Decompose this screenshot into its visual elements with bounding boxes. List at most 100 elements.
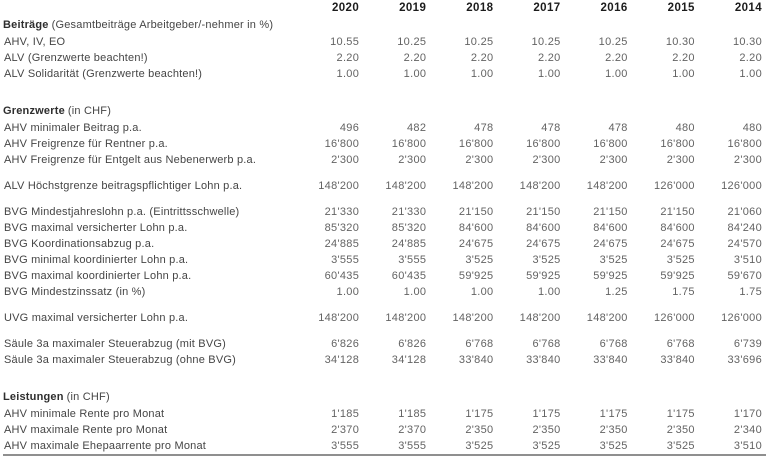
row-label: AHV Freigrenze für Entgelt aus Nebenerwe…: [4, 154, 257, 166]
row-label: BVG maximal versicherter Lohn p.a.: [4, 222, 188, 234]
cell-value: 480: [675, 122, 695, 134]
cell-value: 6'768: [666, 338, 695, 350]
cell-value: 1'185: [331, 408, 360, 420]
cell-value: 59'925: [458, 270, 494, 282]
section-spacer: [3, 368, 766, 389]
table-row: AHV minimale Rente pro Monat 1'185 1'185 1'…: [3, 406, 766, 422]
cell-value: 496: [339, 122, 360, 134]
cell-value: 24'675: [458, 238, 494, 250]
cell-value: 3'525: [631, 438, 699, 456]
cell-value: 1.00: [470, 68, 494, 80]
cell-value: 85'320: [324, 222, 360, 234]
cell-value: 1.00: [336, 68, 360, 80]
table-row: AHV minimaler Beitrag p.a. 496 482 478 478 47…: [3, 120, 766, 136]
cell-value: 478: [474, 122, 494, 134]
cell-value: 2'340: [733, 424, 762, 436]
social-insurance-figures-table: 2020 2019 2018 2017 2016 2015 2014 Beiträge (Ge…: [3, 2, 766, 456]
cell-value: 3'555: [296, 438, 364, 456]
cell-value: 21'330: [324, 206, 360, 218]
section-title: Leistungen: [3, 391, 64, 403]
cell-value: 2.20: [537, 52, 561, 64]
table-row: BVG minimal koordinierter Lohn p.a. 3'555…: [3, 252, 766, 268]
cell-value: 3'525: [430, 438, 498, 456]
row-label: AHV maximale Rente pro Monat: [4, 424, 168, 436]
cell-value: 126'000: [653, 312, 695, 324]
cell-value: 148'200: [452, 180, 494, 192]
cell-value: 59'925: [526, 270, 561, 282]
cell-value: 1'175: [666, 408, 695, 420]
table-row: BVG Mindestzinssatz (in %) 1.00 1.00 1.00 1.…: [3, 284, 766, 300]
cell-value: 1.00: [537, 286, 561, 298]
cell-value: 126'000: [721, 180, 762, 192]
cell-value: 1.25: [605, 286, 628, 298]
cell-value: 2'300: [331, 154, 360, 166]
cell-value: 2'300: [398, 154, 427, 166]
table-row: AHV Freigrenze für Rentner p.a. 16'800 16'…: [3, 136, 766, 152]
cell-value: 1.75: [739, 286, 762, 298]
cell-value: 3'525: [666, 254, 695, 266]
row-label: BVG Mindestjahreslohn p.a. (Eintrittssch…: [4, 206, 240, 218]
cell-value: 1.00: [605, 68, 628, 80]
cell-value: 21'150: [660, 206, 695, 218]
cell-value: 10.30: [665, 36, 695, 48]
cell-value: 2'350: [666, 424, 695, 436]
table-row: UVG maximal versicherter Lohn p.a. 148'20…: [3, 310, 766, 326]
cell-value: 21'150: [458, 206, 494, 218]
cell-value: 2'300: [465, 154, 494, 166]
cell-value: 16'800: [458, 138, 494, 150]
section-title: Beiträge: [3, 19, 49, 31]
cell-value: 1.00: [403, 68, 427, 80]
cell-value: 24'675: [660, 238, 695, 250]
year-column-header: 2019: [399, 2, 427, 14]
cell-value: 2.20: [403, 52, 427, 64]
cell-value: 3'525: [599, 254, 628, 266]
cell-value: 1.00: [672, 68, 695, 80]
row-label: AHV, IV, EO: [4, 36, 66, 48]
cell-value: 6'768: [532, 338, 561, 350]
cell-value: 3'525: [497, 438, 565, 456]
cell-value: 3'555: [398, 254, 427, 266]
row-label: Säule 3a maximaler Steuerabzug (ohne BVG…: [4, 354, 236, 366]
cell-value: 2.20: [672, 52, 695, 64]
cell-value: 1.00: [336, 286, 360, 298]
cell-value: 2'370: [398, 424, 427, 436]
cell-value: 24'675: [593, 238, 628, 250]
cell-value: 478: [608, 122, 628, 134]
section-header-row: Beiträge (Gesamtbeiträge Arbeitgeber/-neh…: [3, 17, 766, 34]
group-spacer: [3, 194, 766, 204]
row-label: BVG minimal koordinierter Lohn p.a.: [4, 254, 189, 266]
cell-value: 6'826: [331, 338, 360, 350]
year-column-header: 2018: [466, 2, 494, 14]
cell-value: 84'240: [727, 222, 762, 234]
cell-value: 148'200: [519, 180, 561, 192]
cell-value: 1.00: [537, 68, 561, 80]
table-row: BVG Mindestjahreslohn p.a. (Eintrittssch…: [3, 204, 766, 220]
cell-value: 148'200: [318, 180, 360, 192]
table-row: ALV Solidarität (Grenzwerte beachten!) 1.…: [3, 66, 766, 82]
cell-value: 2'350: [599, 424, 628, 436]
cell-value: 2.20: [470, 52, 494, 64]
section-header-row: Leistungen (in CHF): [3, 389, 766, 406]
section-title-note: (in CHF): [67, 105, 112, 117]
table-row: Säule 3a maximaler Steuerabzug (mit BVG)…: [3, 336, 766, 352]
row-label: ALV (Grenzwerte beachten!): [4, 52, 148, 64]
row-label: AHV minimaler Beitrag p.a.: [4, 122, 142, 134]
cell-value: 33'840: [593, 354, 628, 366]
cell-value: 2'300: [532, 154, 561, 166]
cell-value: 10.25: [464, 36, 494, 48]
cell-value: 1'175: [599, 408, 628, 420]
cell-value: 10.55: [330, 36, 360, 48]
cell-value: 34'128: [391, 354, 427, 366]
year-column-header: 2014: [734, 2, 762, 14]
group-spacer: [3, 326, 766, 336]
cell-value: 2.20: [336, 52, 360, 64]
year-column-header: 2017: [533, 2, 561, 14]
cell-value: 84'600: [458, 222, 494, 234]
cell-value: 59'925: [660, 270, 695, 282]
cell-value: 16'800: [391, 138, 427, 150]
year-header-row: 2020 2019 2018 2017 2016 2015 2014: [3, 2, 766, 17]
cell-value: 84'600: [593, 222, 628, 234]
cell-value: 21'060: [727, 206, 762, 218]
cell-value: 33'840: [526, 354, 561, 366]
